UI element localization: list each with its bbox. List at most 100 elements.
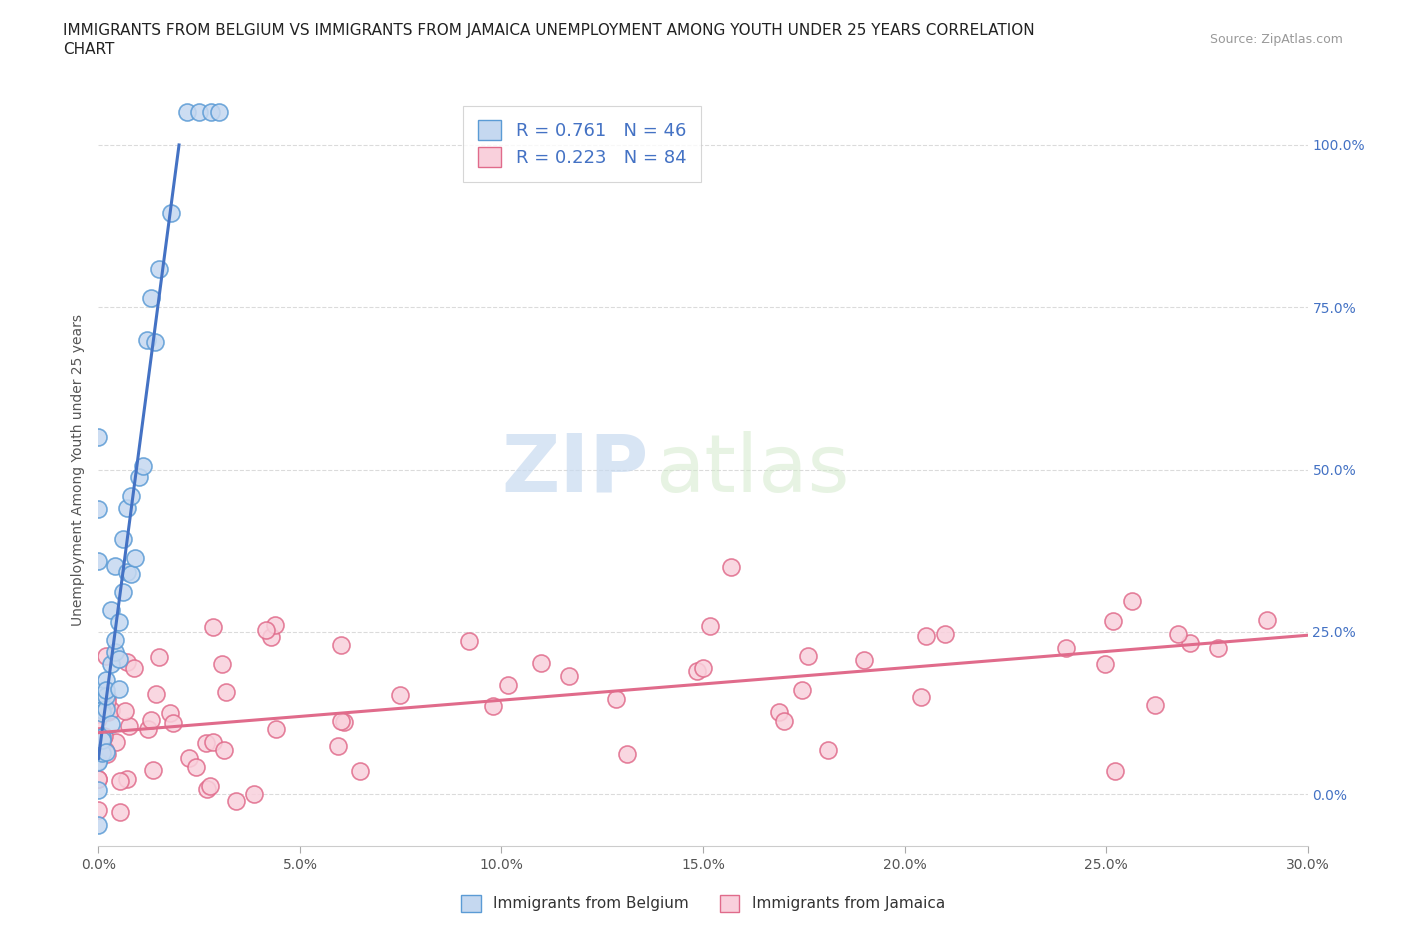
Point <box>91 731 114 746</box>
Point <box>87 817 110 832</box>
Point <box>145 686 167 701</box>
Point <box>139 290 162 305</box>
Point <box>143 335 166 350</box>
Point <box>115 500 138 515</box>
Point <box>91 687 114 702</box>
Point <box>797 649 820 664</box>
Text: Source: ZipAtlas.com: Source: ZipAtlas.com <box>1209 33 1343 46</box>
Point <box>115 655 138 670</box>
Point <box>200 779 222 794</box>
Point <box>605 692 627 707</box>
Point <box>87 694 110 709</box>
Point <box>388 687 411 702</box>
Point <box>1054 640 1077 655</box>
Point <box>498 678 520 693</box>
Point <box>790 683 813 698</box>
Point <box>1167 626 1189 641</box>
Point <box>1121 593 1143 608</box>
Point <box>853 653 876 668</box>
Point <box>96 694 118 709</box>
Point <box>91 730 114 745</box>
Point <box>160 206 183 220</box>
Point <box>96 688 118 703</box>
Point <box>699 618 721 633</box>
Point <box>136 722 159 737</box>
Point <box>120 488 142 503</box>
Point <box>105 735 128 750</box>
Point <box>142 763 165 777</box>
Point <box>817 742 839 757</box>
Point <box>202 735 225 750</box>
Point <box>1144 698 1167 712</box>
Point <box>184 760 207 775</box>
Legend: R = 0.761   N = 46, R = 0.223   N = 84: R = 0.761 N = 46, R = 0.223 N = 84 <box>464 106 700 181</box>
Point <box>111 584 134 599</box>
Point <box>94 743 117 758</box>
Point <box>200 105 222 120</box>
Point <box>177 751 200 765</box>
Point <box>87 783 110 798</box>
Point <box>1180 636 1202 651</box>
Point <box>87 430 110 445</box>
Point <box>100 716 122 731</box>
Point <box>115 771 138 786</box>
Point <box>118 719 141 734</box>
Point <box>100 702 122 717</box>
Point <box>97 705 120 720</box>
Point <box>103 644 125 659</box>
Point <box>139 712 162 727</box>
Point <box>107 682 129 697</box>
Point <box>132 458 155 473</box>
Point <box>108 773 131 788</box>
Point <box>215 684 238 699</box>
Point <box>93 729 115 744</box>
Point <box>91 746 114 761</box>
Point <box>692 660 714 675</box>
Point <box>103 632 125 647</box>
Point <box>264 722 287 737</box>
Point <box>87 771 110 786</box>
Point <box>1256 612 1278 627</box>
Point <box>87 737 110 751</box>
Point <box>110 804 132 819</box>
Point <box>211 657 233 671</box>
Point <box>188 105 211 120</box>
Point <box>91 733 114 748</box>
Point <box>162 716 184 731</box>
Point <box>96 673 118 688</box>
Point <box>225 793 247 808</box>
Point <box>934 626 956 641</box>
Point <box>87 772 110 787</box>
Point <box>254 622 277 637</box>
Point <box>87 803 110 817</box>
Y-axis label: Unemployment Among Youth under 25 years: Unemployment Among Youth under 25 years <box>72 313 86 626</box>
Point <box>328 738 350 753</box>
Point <box>333 714 356 729</box>
Point <box>558 669 581 684</box>
Point <box>176 105 198 120</box>
Point <box>124 551 146 565</box>
Point <box>1104 764 1126 778</box>
Point <box>128 470 150 485</box>
Point <box>264 618 287 632</box>
Point <box>87 711 110 726</box>
Point <box>103 559 125 574</box>
Point <box>457 633 479 648</box>
Point <box>107 652 129 667</box>
Point <box>111 532 134 547</box>
Point <box>349 763 371 777</box>
Point <box>96 745 118 760</box>
Point <box>96 683 118 698</box>
Point <box>87 553 110 568</box>
Point <box>96 690 118 705</box>
Point <box>260 630 283 644</box>
Point <box>194 736 217 751</box>
Point <box>87 501 110 516</box>
Point <box>1206 641 1229 656</box>
Text: atlas: atlas <box>655 431 849 509</box>
Point <box>616 747 638 762</box>
Point <box>482 698 505 713</box>
Point <box>243 787 266 802</box>
Point <box>1101 613 1123 628</box>
Point <box>96 701 118 716</box>
